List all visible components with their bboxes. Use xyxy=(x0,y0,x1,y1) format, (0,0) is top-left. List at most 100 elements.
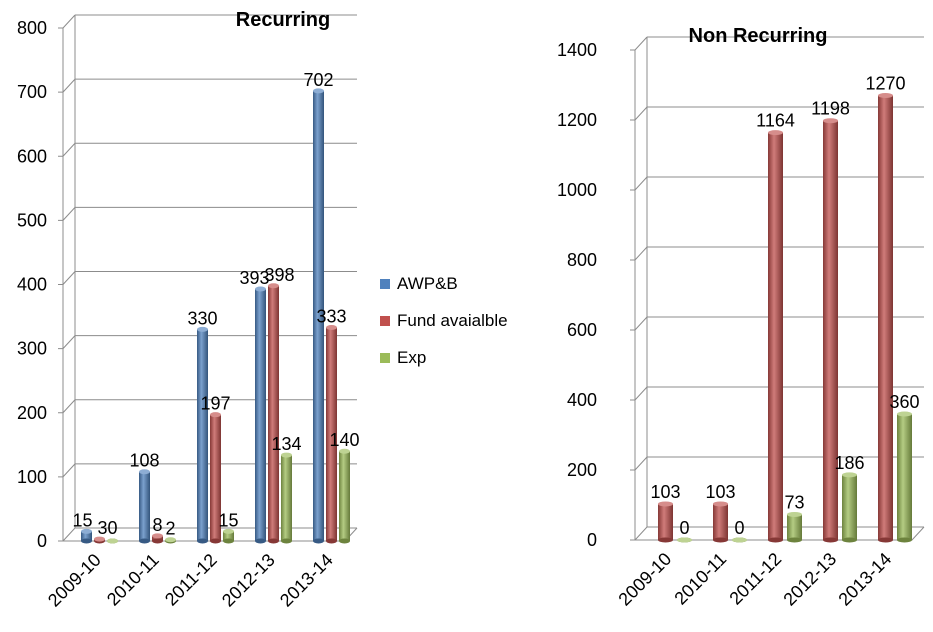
data-label: 103 xyxy=(705,482,735,502)
bar xyxy=(313,88,324,544)
bar xyxy=(878,93,893,543)
legend-item: Fund avaialble xyxy=(380,311,508,330)
data-label: 15 xyxy=(218,510,238,530)
legend-swatch xyxy=(380,279,390,289)
data-label: 134 xyxy=(271,434,301,454)
x-tick-label: 2013-14 xyxy=(834,549,895,610)
gridline-side xyxy=(62,142,76,157)
x-tick-label: 2009-10 xyxy=(44,550,105,611)
gridline-side xyxy=(634,106,648,121)
legend-swatch xyxy=(380,353,390,363)
data-label: 0 xyxy=(734,518,744,538)
gridline-side xyxy=(62,399,76,414)
bar xyxy=(658,501,673,543)
data-label: 108 xyxy=(129,451,159,471)
y-tick-label: 1200 xyxy=(557,110,597,130)
y-tick-label: 500 xyxy=(17,210,47,230)
data-label: 103 xyxy=(650,482,680,502)
y-tick-label: 600 xyxy=(567,320,597,340)
bar xyxy=(152,533,163,544)
data-label: 1198 xyxy=(811,99,850,119)
y-tick-label: 1000 xyxy=(557,180,597,200)
non-recurring-chart: 0 200 400 600 800 1000 1200 1400 Non Recurring 20… xyxy=(557,25,925,610)
legend-label: Exp xyxy=(397,348,426,367)
gridline-side xyxy=(634,246,648,261)
bar xyxy=(897,411,912,543)
bar xyxy=(677,537,692,543)
bar xyxy=(197,326,208,544)
legend-label: Fund avaialble xyxy=(397,311,508,330)
bar xyxy=(787,511,802,543)
y-tick-label: 600 xyxy=(17,146,47,166)
gridline-side xyxy=(62,14,76,29)
x-tick-label: 2013-14 xyxy=(276,550,337,611)
data-label: 398 xyxy=(264,265,294,285)
bar xyxy=(223,528,234,544)
y-tick-label: 400 xyxy=(17,275,47,295)
bar xyxy=(281,452,292,544)
data-label: 1164 xyxy=(756,111,795,131)
data-label: 330 xyxy=(187,308,217,328)
gridline-side xyxy=(634,176,648,191)
x-tick-label: 2010-11 xyxy=(103,550,163,610)
bar xyxy=(210,412,221,544)
plot-area: 0 200 400 600 800 1000 1200 1400 xyxy=(557,36,925,550)
x-tick-label: 2009-10 xyxy=(614,549,675,610)
y-tick-label: 200 xyxy=(567,460,597,480)
bar xyxy=(94,536,105,544)
recurring-chart: 0 100 200 300 400 500 600 700 800 Recurring 2009-1… xyxy=(17,9,360,611)
y-tick-label: 700 xyxy=(17,82,47,102)
y-tick-label: 200 xyxy=(17,403,47,423)
legend-item: AWP&B xyxy=(380,274,458,293)
gridline-side xyxy=(62,271,76,285)
bar xyxy=(326,324,337,544)
data-label: 0 xyxy=(679,518,689,538)
data-label: 333 xyxy=(316,306,346,326)
data-label: 73 xyxy=(784,492,804,512)
gridline-side xyxy=(634,316,648,331)
gridline-side xyxy=(62,527,76,542)
gridline-side xyxy=(634,386,648,401)
bar xyxy=(107,538,118,544)
legend-label: AWP&B xyxy=(397,274,458,293)
data-label: 197 xyxy=(200,394,230,414)
bar xyxy=(842,472,857,543)
data-label: 15 xyxy=(72,510,92,530)
bar xyxy=(139,469,150,544)
bar xyxy=(255,286,266,544)
x-tick-label: 2012-13 xyxy=(779,549,840,610)
legend-swatch xyxy=(380,316,390,326)
bar xyxy=(339,448,350,544)
plot-area: 0 100 200 300 400 500 600 700 800 xyxy=(17,14,358,551)
bar xyxy=(713,501,728,543)
data-label: 2 xyxy=(165,519,175,539)
x-tick-label: 2010-11 xyxy=(670,549,730,609)
legend: AWP&B Fund avaialble Exp xyxy=(380,274,508,367)
bar xyxy=(823,118,838,543)
legend-item: Exp xyxy=(380,348,426,367)
y-tick-label: 800 xyxy=(17,18,47,38)
y-tick-label: 0 xyxy=(587,530,597,550)
gridline-side xyxy=(634,526,648,541)
data-label: 393 xyxy=(239,268,269,288)
bar xyxy=(732,537,747,543)
data-label: 140 xyxy=(329,430,359,450)
data-label: 8 xyxy=(152,515,162,535)
x-tick-label: 2012-13 xyxy=(218,550,279,611)
data-label: 360 xyxy=(889,392,919,412)
data-label: 186 xyxy=(834,453,864,473)
y-tick-label: 400 xyxy=(567,390,597,410)
x-tick-label: 2011-12 xyxy=(161,550,221,610)
data-label: 1270 xyxy=(865,74,905,94)
y-tick-label: 100 xyxy=(17,467,47,487)
y-tick-label: 0 xyxy=(37,531,47,551)
gridline-side xyxy=(634,456,648,471)
y-tick-label: 300 xyxy=(17,339,47,359)
chart-title: Non Recurring xyxy=(689,25,828,47)
bar xyxy=(165,537,176,544)
bar xyxy=(768,130,783,543)
chart-title: Recurring xyxy=(236,9,330,31)
bar xyxy=(268,283,279,544)
gridline-side xyxy=(62,78,76,93)
